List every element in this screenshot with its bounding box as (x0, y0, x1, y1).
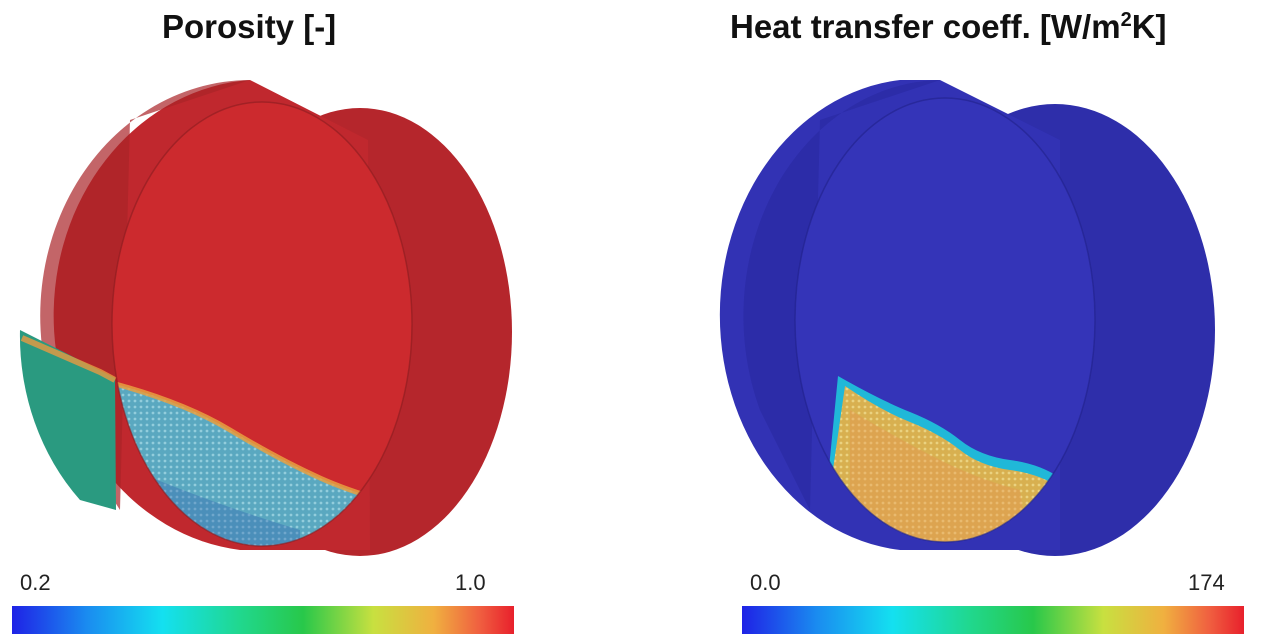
porosity-colorbar (12, 606, 514, 634)
porosity-panel: Porosity [-] 0.2 1.0 (0, 0, 540, 637)
porosity-cylinder-render (19, 80, 512, 556)
colorbar-max-label: 1.0 (455, 570, 486, 595)
colorbar-max-label: 174 (1188, 570, 1225, 595)
htc-cylinder-render (719, 80, 1215, 556)
htc-title: Heat transfer coeff. [W/m2K] (730, 8, 1167, 45)
side-packed-bed (19, 330, 117, 510)
porosity-title: Porosity [-] (162, 8, 337, 45)
htc-colorbar (742, 606, 1244, 634)
colorbar-min-label: 0.0 (750, 570, 781, 595)
colorbar-min-label: 0.2 (20, 570, 51, 595)
htc-panel: Heat transfer coeff. [W/m2K] 0.0 174 (700, 0, 1266, 637)
